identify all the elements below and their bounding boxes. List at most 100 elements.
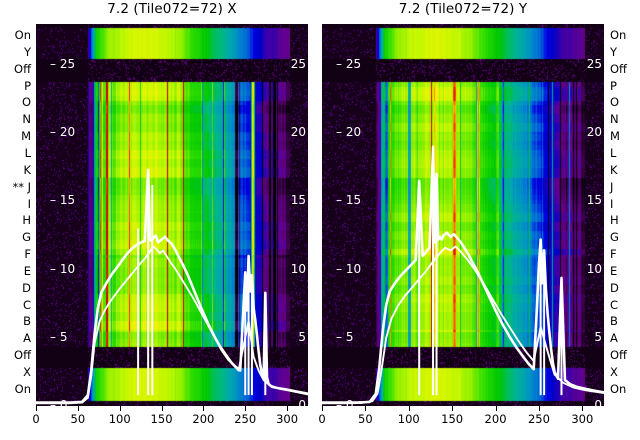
y-tick-5: 5	[298, 329, 306, 344]
curve-profile-primary	[36, 168, 308, 404]
category-label-left-e-14: E	[23, 263, 31, 278]
category-label-left-d-15: D	[22, 280, 31, 295]
category-label-right-e-14: E	[610, 263, 618, 278]
x-tick-label-50: 50	[70, 412, 86, 426]
x-tick-mark-250	[245, 406, 247, 411]
x-tick-mark-150	[161, 406, 163, 411]
category-label-right-x-20: X	[610, 365, 618, 379]
category-label-left-p-3: P	[24, 78, 31, 93]
x-tick-label-200: 200	[192, 412, 215, 426]
x-tick-mark-50	[77, 406, 79, 411]
overlay-curves-y	[322, 145, 604, 405]
y-tick-25: – 25	[336, 56, 362, 71]
y-tick-0: – 0	[336, 398, 354, 406]
category-label-left-x-20: X	[23, 365, 31, 379]
category-label-right-on-0: On	[610, 28, 627, 42]
x-tick-label-200: 200	[484, 412, 507, 426]
y-tick-25: – 25	[50, 56, 76, 71]
category-label-left-f-13: F	[24, 247, 31, 262]
category-label-right-b-17: B	[610, 314, 618, 329]
x-tick-mark-300	[287, 406, 289, 411]
x-tick-label-300: 300	[276, 412, 299, 426]
y-tick-15: – 15	[336, 193, 362, 208]
y-tick-15: 15	[586, 193, 602, 208]
category-label-left-a-18: A	[23, 331, 31, 346]
highlight-marker-icon: **	[12, 179, 28, 194]
category-label-right-f-13: F	[610, 247, 617, 262]
curve-profile-secondary	[322, 245, 604, 405]
x-tick-mark-300	[582, 406, 584, 411]
category-label-right-off-19: Off	[610, 348, 627, 363]
category-label-right-c-16: C	[610, 297, 619, 312]
x-axis-right: 0 50 100 150 200 250 300	[318, 406, 604, 440]
x-tick-label-150: 150	[441, 412, 464, 426]
category-label-left-on-0: On	[14, 28, 31, 42]
y-tick-10: 10	[586, 261, 602, 276]
y-tick-20: – 20	[336, 125, 362, 140]
category-label-left-k-8: K	[23, 162, 31, 177]
category-label-right-on-21: On	[610, 381, 627, 396]
category-label-right-g-12: G	[610, 230, 619, 245]
x-tick-label-100: 100	[108, 412, 131, 426]
y-tick-20: – 20	[50, 125, 76, 140]
x-tick-label-50: 50	[358, 412, 373, 426]
heatmap-image-x	[36, 24, 308, 406]
category-label-right-a-18: A	[610, 331, 618, 346]
panel-title-left: 7.2 (Tile072=72) X	[107, 1, 237, 17]
heatmap-panel-y[interactable]: – 25 – 20 – 15 – 10 – 5 – 0 25 20 15 10 5 0	[322, 24, 604, 406]
curve-profile-primary	[322, 145, 604, 404]
category-label-left-y-1: Y	[23, 44, 31, 59]
y-tick-0: 0	[594, 398, 602, 406]
category-label-left-b-17: B	[23, 314, 31, 329]
x-tick-mark-50	[365, 406, 367, 411]
y-tick-15: 15	[290, 193, 306, 208]
y-tick-20: 20	[290, 125, 306, 140]
y-tick-0: – 0	[50, 398, 68, 406]
y-tick-10: 10	[290, 261, 306, 276]
category-label-right-m-6: M	[610, 129, 620, 144]
category-label-left-i-10: I	[27, 196, 31, 211]
x-tick-mark-0	[322, 406, 323, 411]
category-label-right-h-11: H	[610, 213, 619, 228]
category-label-right-off-2: Off	[610, 61, 627, 76]
x-tick-label-250: 250	[527, 412, 550, 426]
x-tick-label-0: 0	[318, 412, 326, 426]
category-label-left-o-4: O	[21, 95, 31, 110]
category-label-left-l-7: L	[24, 145, 31, 160]
panel-title-right: 7.2 (Tile072=72) Y	[398, 1, 528, 17]
y-tick-0: 0	[298, 398, 306, 406]
x-axis-left: 0 50 100 150 200 250 300	[32, 406, 308, 440]
y-tick-10: – 10	[50, 261, 76, 276]
x-tick-label-100: 100	[397, 412, 420, 426]
heatmap-image-y	[322, 24, 604, 406]
category-label-left-j-9: ** J	[12, 179, 31, 194]
heatmap-panel-x[interactable]: – 25 – 20 – 15 – 10 – 5 – 0 25 20 15 10 5 0	[36, 24, 308, 406]
category-label-left-off-19: Off	[14, 348, 31, 363]
y-tick-5: – 5	[336, 329, 354, 344]
category-label-left-g-12: G	[22, 230, 31, 245]
x-tick-label-0: 0	[32, 412, 40, 426]
category-label-right-j-9: J	[610, 179, 614, 194]
category-label-right-y-1: Y	[610, 44, 618, 59]
category-label-left-h-11: H	[22, 213, 31, 228]
category-label-right-d-15: D	[610, 280, 619, 295]
x-tick-mark-0	[36, 406, 37, 411]
x-tick-label-250: 250	[234, 412, 257, 426]
category-label-right-k-8: K	[610, 162, 618, 177]
category-label-right-p-3: P	[610, 78, 617, 93]
x-tick-mark-250	[538, 406, 540, 411]
category-axis-left: On Y Off P O N M L K ** J I H G F E D C B A Off X On	[0, 24, 33, 406]
x-tick-mark-100	[119, 406, 121, 411]
category-label-right-l-7: L	[610, 145, 617, 160]
x-tick-label-300: 300	[571, 412, 594, 426]
category-label-right-i-10: I	[610, 196, 614, 211]
x-tick-mark-100	[408, 406, 410, 411]
x-tick-mark-150	[452, 406, 454, 411]
y-tick-25: 25	[290, 56, 306, 71]
x-tick-mark-200	[203, 406, 205, 411]
category-label-left-off-2: Off	[14, 61, 31, 76]
y-tick-5: 5	[594, 329, 602, 344]
y-tick-5: – 5	[50, 329, 68, 344]
x-tick-label-150: 150	[150, 412, 173, 426]
